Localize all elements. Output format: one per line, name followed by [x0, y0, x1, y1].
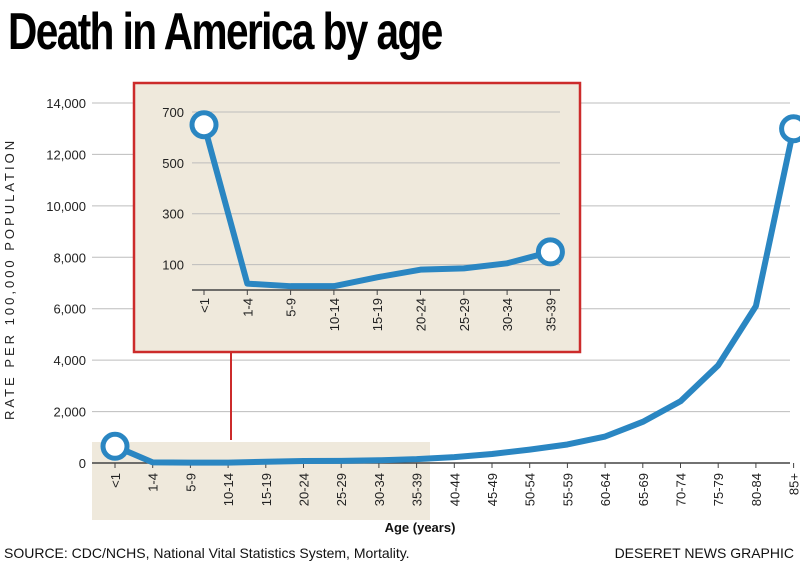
chart-title: Death in America by age — [8, 3, 443, 61]
inset-x-tick-label: 25-29 — [457, 298, 472, 331]
x-tick-label: 30-34 — [372, 473, 387, 506]
inset-endpoint-marker — [535, 237, 565, 267]
x-tick-label: 50-54 — [523, 473, 538, 506]
inset-x-tick-label: 30-34 — [500, 298, 515, 331]
inset-x-tick-label: 15-19 — [370, 298, 385, 331]
x-tick-label: 20-24 — [297, 473, 312, 506]
x-tick-label: 85+ — [787, 473, 800, 495]
inset-panel — [132, 81, 582, 354]
inset-y-tick-label: 300 — [162, 207, 184, 222]
inset-y-tick-label: 100 — [162, 258, 184, 273]
inset-y-tick-label: 700 — [162, 105, 184, 120]
x-tick-label: 1-4 — [146, 473, 161, 492]
x-tick-label: 75-79 — [711, 473, 726, 506]
inset-x-tick-label: 20-24 — [414, 298, 429, 331]
endpoint-marker — [100, 431, 130, 461]
inset-y-tick-label: 500 — [162, 156, 184, 171]
x-tick-label: 25-29 — [334, 473, 349, 506]
y-tick-label: 4,000 — [53, 353, 86, 368]
x-tick-label: 40-44 — [447, 473, 462, 506]
x-tick-label: 65-69 — [636, 473, 651, 506]
x-tick-label: 70-74 — [674, 473, 689, 506]
inset-x-tick-label: 35-39 — [543, 298, 558, 331]
inset-x-tick-label: <1 — [197, 298, 212, 313]
x-tick-label: <1 — [108, 473, 123, 488]
x-tick-label: 10-14 — [221, 473, 236, 506]
y-tick-label: 12,000 — [46, 147, 86, 162]
inset-range-highlight — [92, 442, 430, 520]
y-tick-label: 2,000 — [53, 405, 86, 420]
graphic-credit: DESERET NEWS GRAPHIC — [614, 545, 794, 561]
y-tick-label: 0 — [79, 456, 86, 471]
x-tick-label: 80-84 — [749, 473, 764, 506]
x-tick-label: 55-59 — [560, 473, 575, 506]
endpoint-marker — [779, 114, 800, 144]
x-tick-label: 45-49 — [485, 473, 500, 506]
inset-x-tick-label: 1-4 — [240, 298, 255, 317]
y-tick-label: 10,000 — [46, 199, 86, 214]
x-axis-label: Age (years) — [385, 520, 456, 535]
y-tick-label: 8,000 — [53, 250, 86, 265]
y-tick-label: 6,000 — [53, 302, 86, 317]
x-tick-label: 5-9 — [183, 473, 198, 492]
inset-x-tick-label: 5-9 — [284, 298, 299, 317]
inset-x-tick-label: 10-14 — [327, 298, 342, 331]
y-tick-label: 14,000 — [46, 96, 86, 111]
series-line — [112, 125, 797, 466]
inset-endpoint-marker — [189, 110, 219, 140]
source-note: SOURCE: CDC/NCHS, National Vital Statist… — [4, 545, 410, 561]
inset-series-line — [201, 121, 554, 290]
x-tick-label: 35-39 — [410, 473, 425, 506]
x-tick-label: 15-19 — [259, 473, 274, 506]
x-tick-label: 60-64 — [598, 473, 613, 506]
